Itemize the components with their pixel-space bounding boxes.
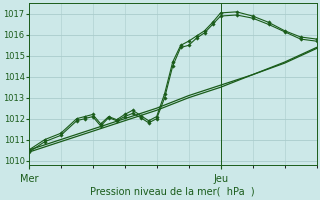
X-axis label: Pression niveau de la mer(  hPa  ): Pression niveau de la mer( hPa ) (90, 187, 255, 197)
